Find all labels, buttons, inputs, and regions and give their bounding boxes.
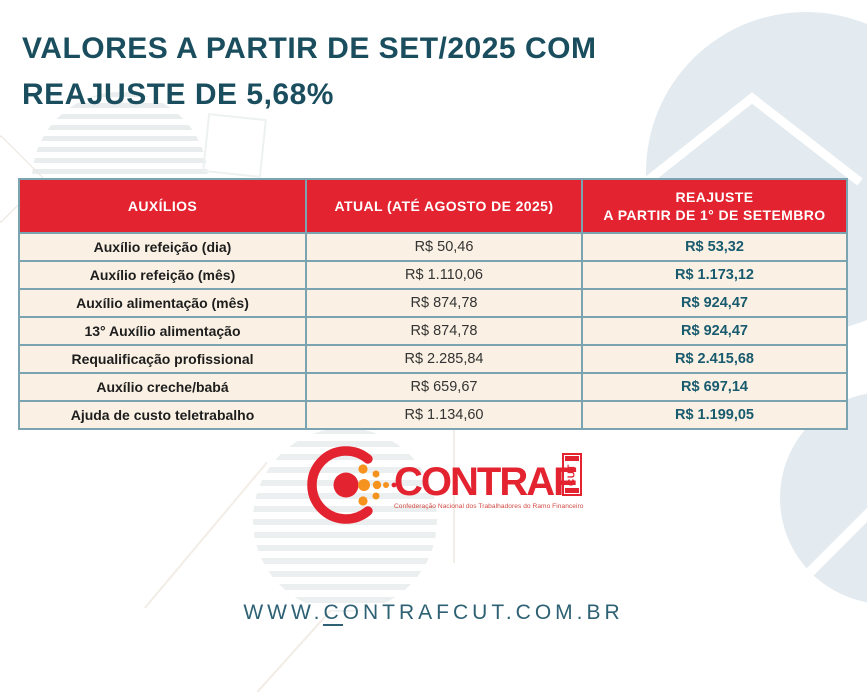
deco-square-outline xyxy=(202,113,267,178)
deco-vertical-line xyxy=(453,428,455,563)
table-row: Auxílio creche/babá R$ 659,67 R$ 697,14 xyxy=(18,372,848,402)
logo-tagline: Confederação Nacional dos Trabalhadores … xyxy=(394,503,584,510)
url-rest: ONTRAFCUT.COM.BR xyxy=(342,601,624,624)
adjusted-value-cell: R$ 53,32 xyxy=(581,232,848,262)
page-title: VALORES A PARTIR DE SET/2025 COM REAJUST… xyxy=(22,26,596,118)
mountain-peak-icon xyxy=(643,92,863,186)
url-underlined-letter: C xyxy=(323,601,343,626)
adjusted-value-cell: R$ 2.415,68 xyxy=(581,344,848,374)
table-header-row: AUXÍLIOS ATUAL (ATÉ AGOSTO DE 2025) REAJ… xyxy=(18,178,848,234)
header-auxilios: AUXÍLIOS xyxy=(18,178,307,234)
header-reajuste: REAJUSTE A PARTIR DE 1° DE SETEMBRO xyxy=(581,178,848,234)
benefit-name-cell: Auxílio refeição (mês) xyxy=(18,260,307,290)
contraf-logo-mark-icon xyxy=(307,446,397,524)
url-prefix: WWW. xyxy=(243,601,324,624)
table-row: Requalificação profissional R$ 2.285,84 … xyxy=(18,344,848,374)
cut-flag-top-bar xyxy=(565,456,579,461)
table-row: Auxílio refeição (dia) R$ 50,46 R$ 53,32 xyxy=(18,232,848,262)
title-line-1: VALORES A PARTIR DE SET/2025 COM xyxy=(22,32,597,65)
logo-wordmark: CONTRAF xyxy=(394,460,578,504)
benefit-name-cell: 13° Auxílio alimentação xyxy=(18,316,307,346)
current-value-cell: R$ 2.285,84 xyxy=(305,344,583,374)
title-line-2: REAJUSTE DE 5,68% xyxy=(22,78,334,111)
current-value-cell: R$ 1.110,06 xyxy=(305,260,583,290)
header-atual: ATUAL (ATÉ AGOSTO DE 2025) xyxy=(305,178,583,234)
adjusted-value-cell: R$ 924,47 xyxy=(581,316,848,346)
benefit-name-cell: Requalificação profissional xyxy=(18,344,307,374)
contraf-cut-logo: CONTRAF CUT Confederação Nacional dos Tr… xyxy=(306,436,606,532)
adjusted-value-cell: R$ 697,14 xyxy=(581,372,848,402)
current-value-cell: R$ 1.134,60 xyxy=(305,400,583,430)
table-row: 13° Auxílio alimentação R$ 874,78 R$ 924… xyxy=(18,316,848,346)
adjusted-value-cell: R$ 924,47 xyxy=(581,288,848,318)
current-value-cell: R$ 874,78 xyxy=(305,316,583,346)
adjusted-value-cell: R$ 1.199,05 xyxy=(581,400,848,430)
website-url: WWW.CONTRAFCUT.COM.BR xyxy=(0,601,867,626)
benefits-table: AUXÍLIOS ATUAL (ATÉ AGOSTO DE 2025) REAJ… xyxy=(18,178,848,430)
deco-diagonal-line-1 xyxy=(144,461,268,609)
cut-flag-icon: CUT xyxy=(562,453,582,496)
table-row: Auxílio alimentação (mês) R$ 874,78 R$ 9… xyxy=(18,288,848,318)
header-reajuste-line2: A PARTIR DE 1° DE SETEMBRO xyxy=(603,207,826,223)
cut-flag-label: CUT xyxy=(566,463,578,486)
benefit-name-cell: Auxílio alimentação (mês) xyxy=(18,288,307,318)
current-value-cell: R$ 50,46 xyxy=(305,232,583,262)
benefit-name-cell: Ajuda de custo teletrabalho xyxy=(18,400,307,430)
current-value-cell: R$ 874,78 xyxy=(305,288,583,318)
benefit-name-cell: Auxílio creche/babá xyxy=(18,372,307,402)
table-row: Auxílio refeição (mês) R$ 1.110,06 R$ 1.… xyxy=(18,260,848,290)
adjusted-value-cell: R$ 1.173,12 xyxy=(581,260,848,290)
current-value-cell: R$ 659,67 xyxy=(305,372,583,402)
header-reajuste-line1: REAJUSTE xyxy=(675,188,754,205)
cut-flag-bottom-bar xyxy=(565,488,579,493)
table-row: Ajuda de custo teletrabalho R$ 1.134,60 … xyxy=(18,400,848,430)
benefit-name-cell: Auxílio refeição (dia) xyxy=(18,232,307,262)
